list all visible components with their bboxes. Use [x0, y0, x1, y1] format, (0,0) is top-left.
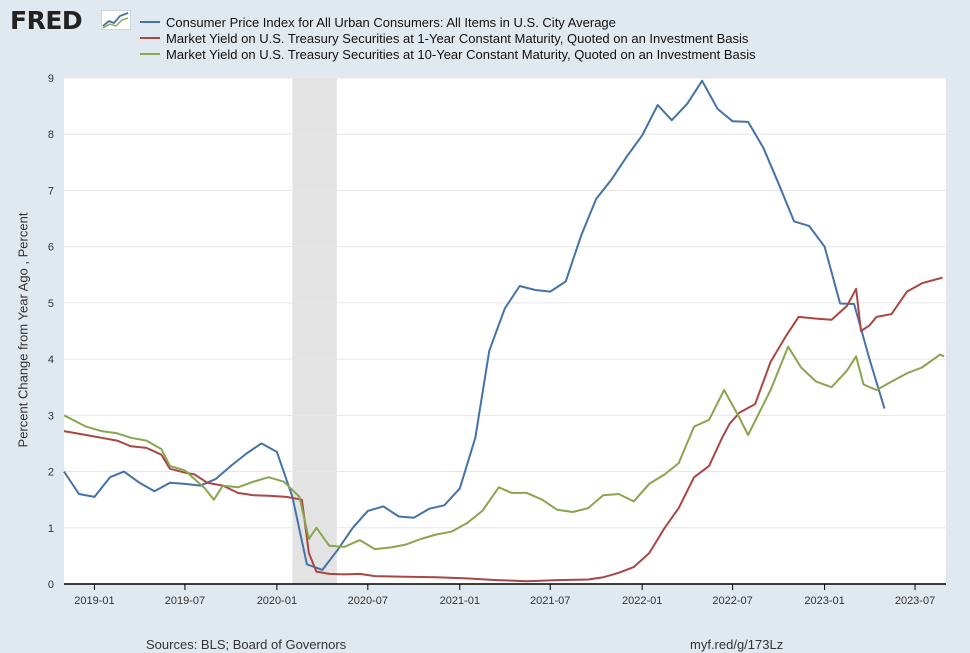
y-tick-label: 3 — [48, 410, 54, 422]
x-tick-label: 2020-01 — [257, 595, 297, 607]
x-tick-label: 2023-01 — [804, 595, 844, 607]
legend-swatch-cpi — [140, 21, 160, 23]
y-tick-label: 4 — [48, 354, 54, 366]
legend-item-10-year[interactable]: Market Yield on U.S. Treasury Securities… — [140, 46, 756, 62]
legend-item-cpi[interactable]: Consumer Price Index for All Urban Consu… — [140, 14, 756, 30]
x-tick-label: 2019-01 — [74, 595, 114, 607]
series-line-1-year-yield — [63, 276, 943, 583]
series-layer — [63, 79, 945, 583]
x-tick-label: 2022-07 — [712, 595, 752, 607]
short-link[interactable]: myf.red/g/173Lz — [690, 637, 784, 652]
y-tick-label: 8 — [48, 129, 54, 141]
x-tick-label: 2019-07 — [165, 595, 205, 607]
chart-line-icon — [101, 10, 131, 30]
chart-legend: Consumer Price Index for All Urban Consu… — [140, 14, 756, 62]
x-tick-label: 2020-07 — [348, 595, 388, 607]
legend-label-cpi: Consumer Price Index for All Urban Consu… — [166, 14, 616, 30]
grid-layer — [64, 77, 946, 529]
plot-area — [64, 78, 946, 584]
legend-swatch-1-year — [140, 37, 160, 39]
legend-label-10-year: Market Yield on U.S. Treasury Securities… — [166, 46, 756, 62]
legend-swatch-10-year — [140, 53, 160, 55]
y-tick-label: 2 — [48, 467, 54, 479]
axis-layer: 0 1 2 3 4 5 6 7 8 9 2019-01 2019-07 2020-01 2020-07 20… — [48, 73, 946, 607]
y-tick-label: 6 — [48, 242, 54, 254]
sources-note: Sources: BLS; Board of Governors — [146, 637, 347, 652]
y-tick-label: 5 — [48, 298, 54, 310]
fred-logo[interactable]: FRED — [10, 6, 83, 35]
y-axis-label: Percent Change from Year Ago , Percent — [15, 212, 31, 448]
legend-item-1-year[interactable]: Market Yield on U.S. Treasury Securities… — [140, 30, 756, 46]
y-tick-label: 1 — [48, 523, 54, 535]
y-tick-label: 9 — [48, 73, 54, 85]
recession-shading-layer — [292, 78, 337, 584]
y-tick-label: 7 — [48, 185, 54, 197]
series-line-10-year-yield — [63, 345, 945, 551]
x-tick-label: 2021-01 — [440, 595, 480, 607]
legend-label-1-year: Market Yield on U.S. Treasury Securities… — [166, 30, 749, 46]
y-tick-label: 0 — [48, 579, 54, 591]
x-tick-label: 2021-07 — [530, 595, 570, 607]
x-tick-label: 2023-07 — [895, 595, 935, 607]
x-tick-label: 2022-01 — [622, 595, 662, 607]
recession-band — [292, 78, 337, 584]
